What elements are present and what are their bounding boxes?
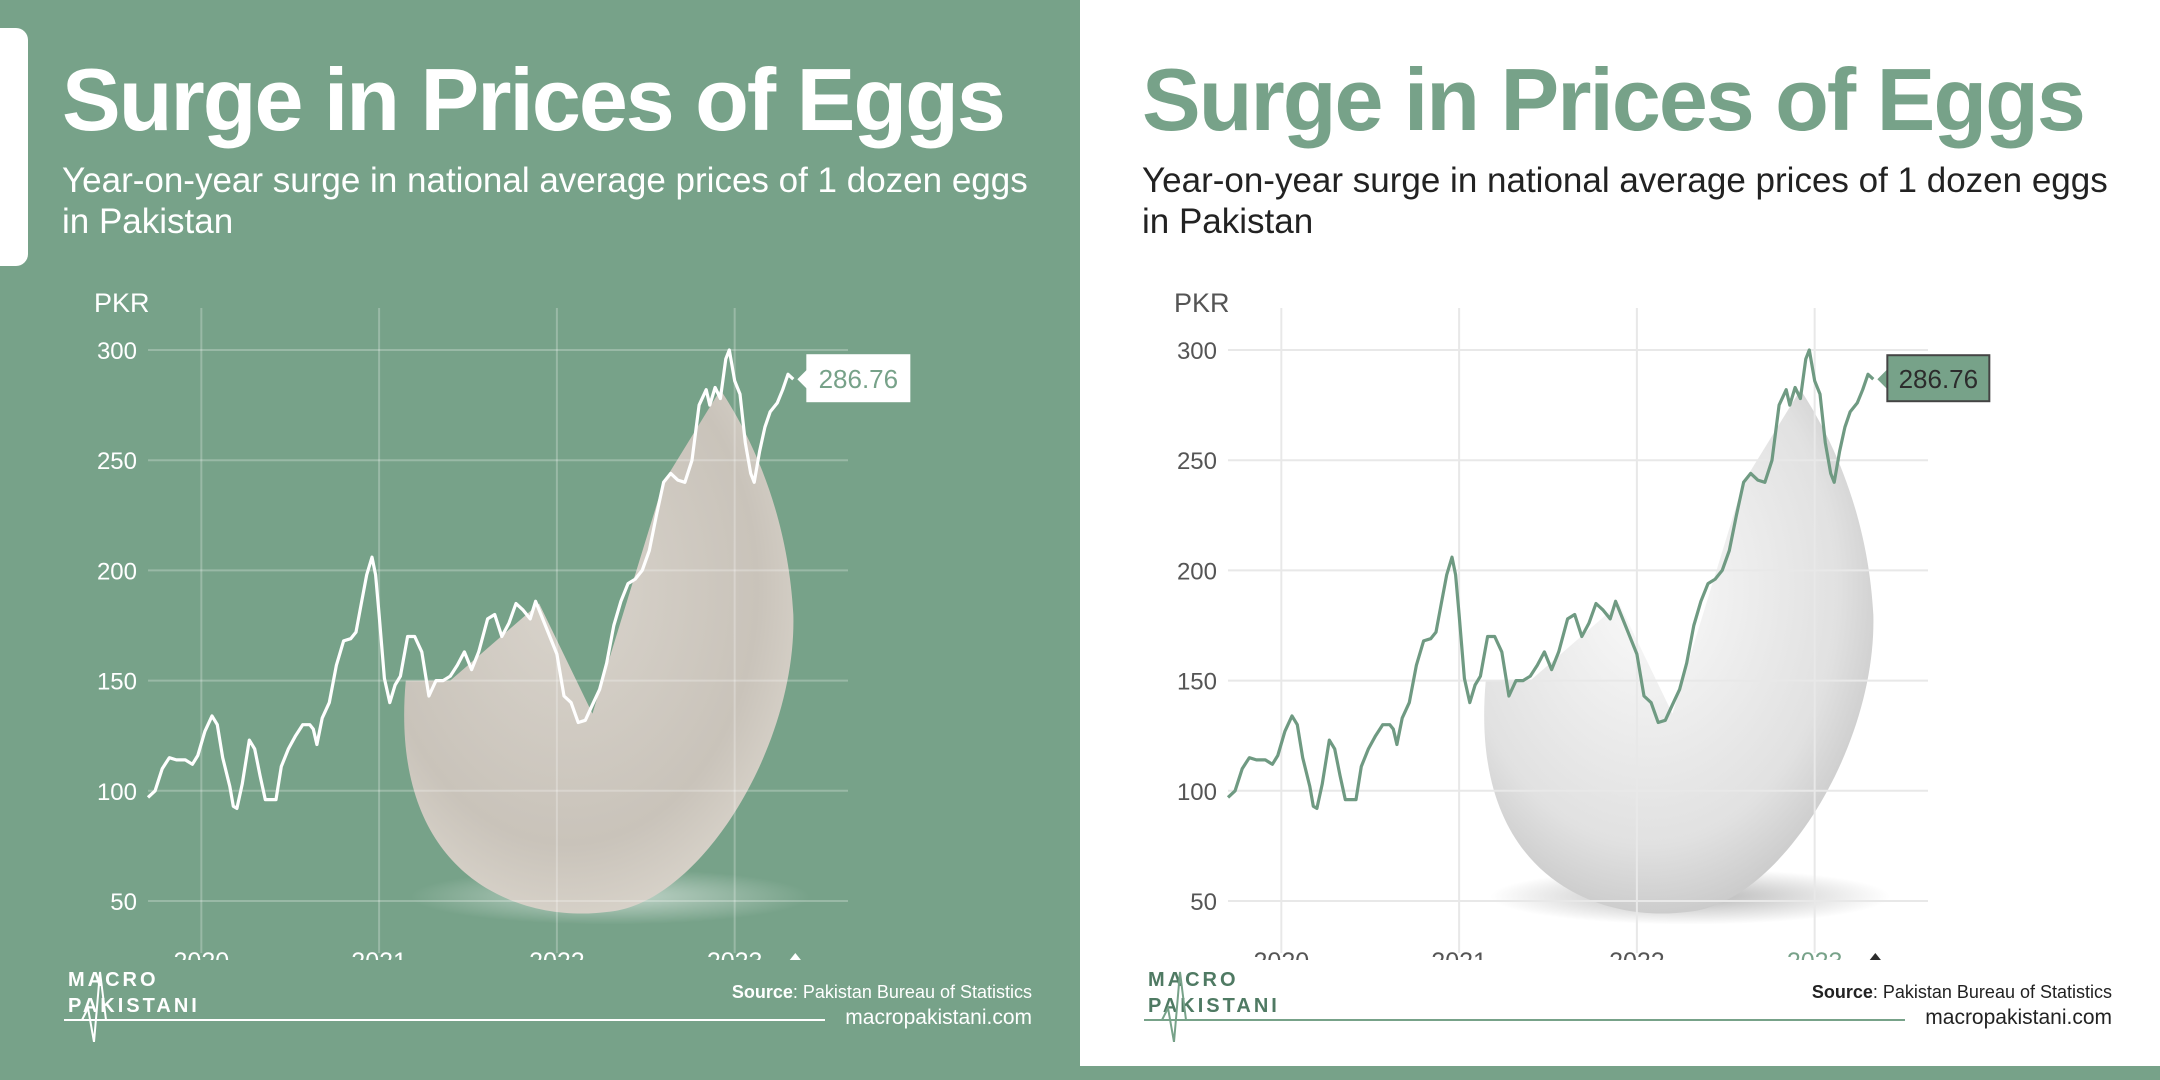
brand-line2: PAKISTANI	[1148, 995, 1280, 1017]
page-title: Surge in Prices of Eggs	[62, 50, 1006, 149]
y-tick-label: 100	[1177, 779, 1217, 806]
footer-divider	[80, 1019, 825, 1021]
last-date-tag: May 2023	[789, 953, 801, 960]
x-tick-label: 2021	[1431, 948, 1487, 960]
x-tick-label: 2022	[1609, 948, 1665, 960]
y-tick-label: 300	[97, 338, 137, 365]
x-tick-label: 2021	[351, 948, 407, 960]
tag-pointer	[1877, 369, 1888, 390]
tag-box	[1886, 354, 1991, 403]
y-tick-label: 150	[1177, 669, 1217, 696]
website-link[interactable]: macropakistani.com	[1925, 1006, 2112, 1029]
date-pointer	[789, 953, 801, 960]
source-note: Source: Pakistan Bureau of Statistics	[732, 982, 1032, 1003]
decorative-tab	[0, 28, 28, 266]
date-pointer	[1869, 953, 1881, 960]
series-line	[146, 348, 795, 811]
brand-logo: MACRO PAKISTANI	[1142, 962, 1282, 1047]
last-date-tag: May 2023	[1869, 953, 1881, 960]
y-tick-label: 50	[1190, 889, 1217, 916]
bottom-accent-bar	[1080, 1066, 2160, 1080]
subtitle: Year-on-year surge in national average p…	[62, 161, 1028, 241]
footer-divider	[1160, 1019, 1905, 1021]
subtitle: Year-on-year surge in national average p…	[1142, 161, 2108, 241]
y-tick-label: 200	[1177, 558, 1217, 585]
line-chart: PKR 300 250 200 150 100 50 2020 2021 2022 2023 286.…	[1174, 288, 1991, 960]
y-axis-label: PKR	[1174, 288, 1230, 318]
last-value-tag: 286.76	[1877, 354, 1991, 403]
source-text: : Pakistan Bureau of Statistics	[1872, 982, 2112, 1002]
website-link[interactable]: macropakistani.com	[845, 1006, 1032, 1029]
y-tick-label: 250	[1177, 448, 1217, 475]
page-title: Surge in Prices of Eggs	[1142, 50, 2086, 149]
source-note: Source: Pakistan Bureau of Statistics	[1812, 982, 2112, 1003]
x-tick-label: 2020	[1254, 948, 1310, 960]
panel-green-version: Surge in Prices of Eggs Year-on-year sur…	[0, 0, 1080, 1080]
y-axis-label: PKR	[94, 288, 150, 318]
last-value-tag: 286.76	[797, 354, 911, 403]
source-text: : Pakistan Bureau of Statistics	[792, 982, 1032, 1002]
last-value-label: 286.76	[819, 364, 899, 394]
y-tick-label: 300	[1177, 338, 1217, 365]
brand-line2: PAKISTANI	[68, 995, 200, 1017]
panel-white-version: Surge in Prices of Eggs Year-on-year sur…	[1080, 0, 2160, 1080]
tag-pointer	[797, 369, 808, 390]
brand-line1: MACRO	[68, 969, 159, 991]
source-label: Source	[731, 982, 793, 1002]
y-tick-label: 50	[110, 889, 137, 916]
tag-box	[806, 354, 911, 403]
x-tick-label: 2020	[174, 948, 230, 960]
x-tick-label: 2023	[1787, 948, 1843, 960]
y-tick-label: 200	[97, 558, 137, 585]
line-chart: PKR 300 250 200 150 100 50 2020 2021 2022 2023 286.…	[94, 288, 911, 960]
y-tick-label: 150	[97, 669, 137, 696]
y-tick-label: 250	[97, 448, 137, 475]
egg-shell-illustration	[404, 389, 794, 914]
last-value-label: 286.76	[1899, 364, 1979, 394]
x-tick-label: 2022	[529, 948, 585, 960]
y-tick-label: 100	[97, 779, 137, 806]
source-label: Source	[1811, 982, 1873, 1002]
brand-logo: MACRO PAKISTANI	[62, 962, 202, 1047]
brand-line1: MACRO	[1148, 969, 1239, 991]
egg-shell-illustration	[1484, 389, 1874, 914]
series-line	[1226, 348, 1875, 811]
x-tick-label: 2023	[707, 948, 763, 960]
